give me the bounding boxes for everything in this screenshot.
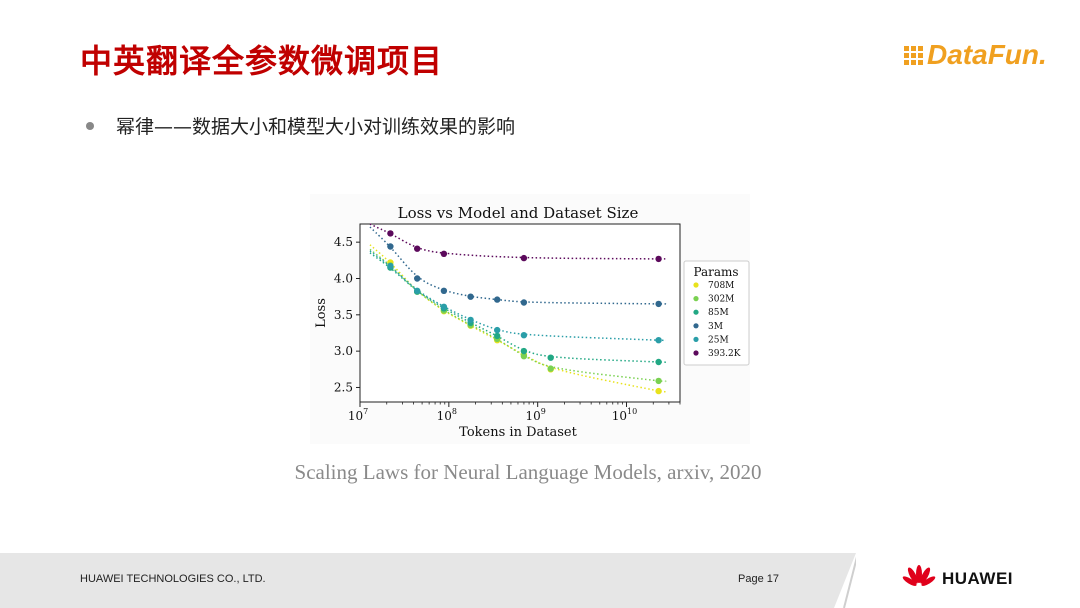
y-tick-label: 3.5 [334,308,353,322]
bullet-text: 幂律——数据大小和模型大小对训练效果的影响 [116,116,516,138]
fit-curve-302M [369,248,667,383]
data-point-393.2K [655,255,662,263]
figure-caption: Scaling Laws for Neural Language Models,… [294,460,762,484]
data-point-302M [547,365,554,372]
legend-label: 393.2K [708,349,741,359]
bullet-item: 幂律——数据大小和模型大小对训练效果的影响 [86,112,515,139]
legend-marker [693,336,699,342]
legend-marker [693,282,699,288]
huawei-petals-icon [902,565,936,586]
data-point-25M [467,316,474,324]
data-point-25M [655,337,662,344]
footer-company: HUAWEI TECHNOLOGIES CO., LTD. [80,573,266,585]
legend-label: 25M [708,335,729,345]
plot-frame [359,223,681,403]
legend-marker [693,309,699,315]
data-point-25M [387,262,394,270]
data-point-3M [655,300,662,308]
legend-label: 85M [708,308,729,318]
x-tick-label: 1010 [612,407,637,423]
legend-title: Params [693,265,738,279]
footer-bar: HUAWEI TECHNOLOGIES CO., LTD. Page 17 HU… [0,553,1080,608]
y-tick-label: 2.5 [334,380,353,394]
data-point-25M [520,332,528,339]
data-point-3M [440,287,448,294]
fit-curve-708M [369,244,667,393]
legend-marker [693,296,699,302]
data-point-393.2K [414,245,421,252]
loss-chart: Loss vs Model and Dataset Size 2.5 3.0 3.5… [314,204,750,440]
data-point-85M [655,358,662,366]
data-point-3M [494,296,501,303]
x-tick-label: 108 [437,407,457,423]
fit-curve-3M [369,226,667,305]
x-axis-label: Tokens in Dataset [459,425,577,440]
data-point-302M [655,377,662,385]
logo-dots-icon [904,45,923,65]
data-point-302M [520,353,528,360]
legend-marker [693,350,699,356]
datafun-logo: DataFun. [904,38,1047,72]
footer-brand-area [856,553,1080,608]
data-point-393.2K [387,230,394,237]
data-point-393.2K [520,254,528,262]
slide-title: 中英翻译全参数微调项目 [80,42,444,80]
y-tick-label: 4.0 [334,271,353,285]
data-point-3M [414,275,421,282]
huawei-logo: HUAWEI [902,565,1013,593]
data-point-85M [547,354,554,361]
legend-label: 3M [708,322,723,332]
data-point-3M [520,299,528,306]
x-tick-label: 107 [348,407,368,423]
x-tick-label: 109 [525,407,545,423]
data-point-3M [467,293,474,300]
data-point-25M [414,287,421,294]
legend-marker [693,323,699,329]
legend: Params 708M 302M 85M 3M 25M 393.2K [683,260,750,366]
data-point-85M [520,347,528,355]
data-point-25M [494,326,501,334]
legend-label: 302M [708,295,734,305]
data-point-708M [655,387,662,395]
bullet-dot-icon [86,121,94,130]
y-tick-label: 4.5 [334,235,353,249]
data-point-3M [387,243,394,250]
footer-page-number: Page 17 [738,573,779,585]
y-tick-label: 3.0 [334,344,353,358]
legend-label: 708M [708,281,734,291]
data-point-25M [440,303,448,310]
data-point-393.2K [440,250,448,257]
chart-title: Loss vs Model and Dataset Size [398,204,639,222]
y-axis-label: Loss [314,298,329,328]
logo-text: DataFun. [927,39,1047,70]
data-point-85M [494,332,501,340]
chart-image: Loss vs Model and Dataset Size 2.5 3.0 3.5… [310,194,750,444]
legend-box [683,260,750,366]
huawei-brand-text: HUAWEI [942,569,1013,588]
